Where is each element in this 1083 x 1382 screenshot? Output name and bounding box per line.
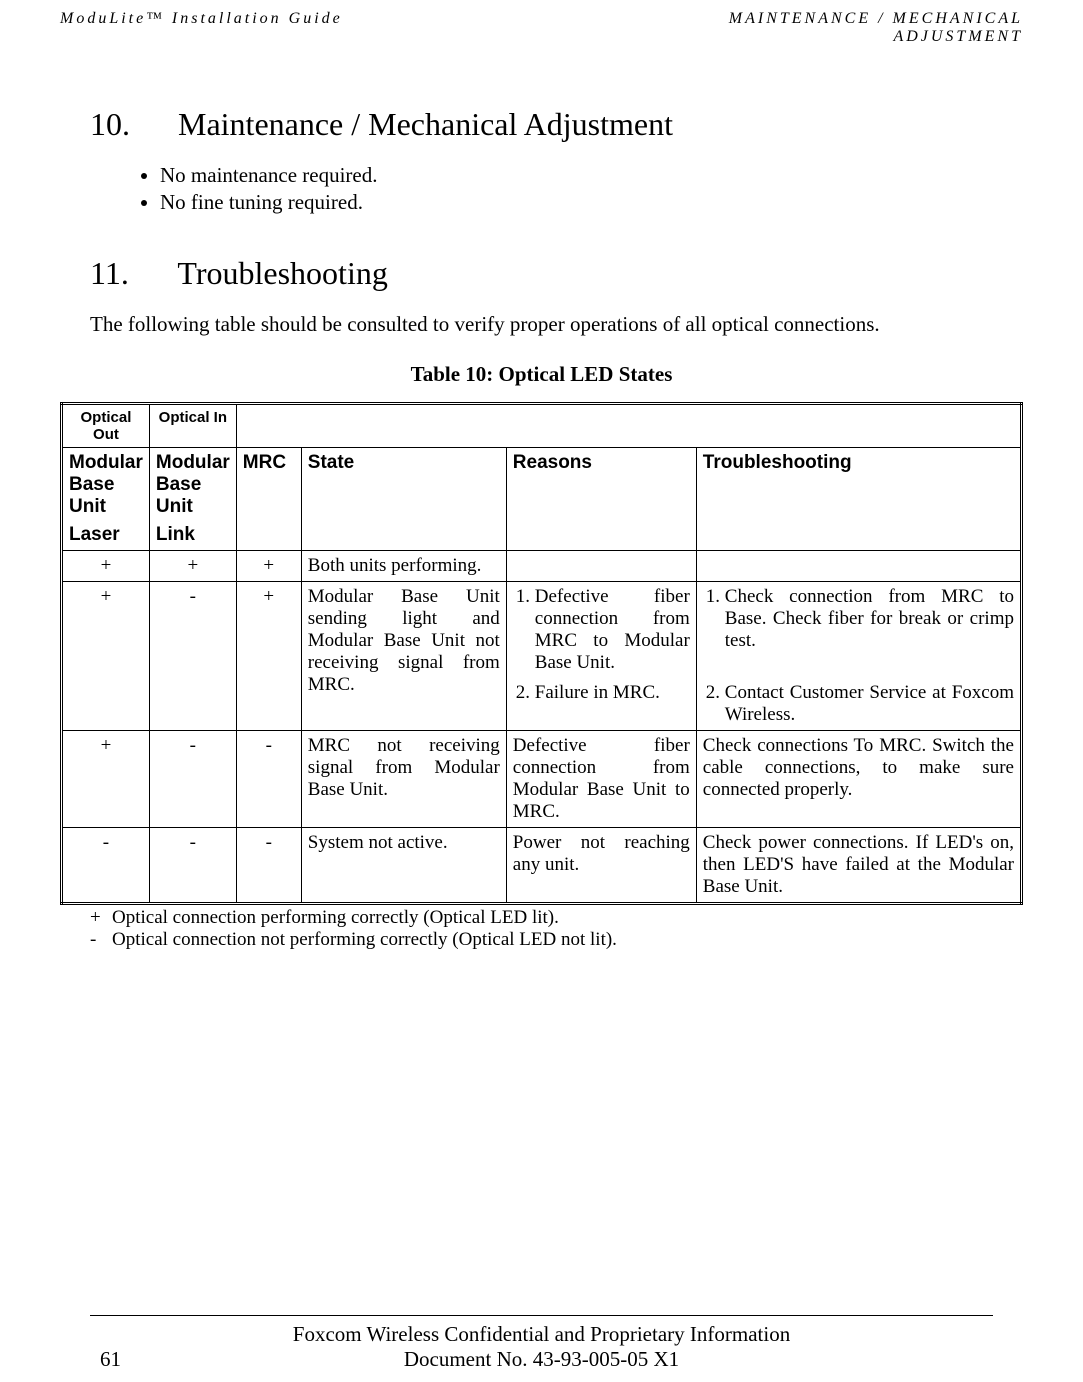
cell-mrc: + bbox=[236, 582, 301, 731]
table-sub-header-row: Modular Base Unit Laser Modular Base Uni… bbox=[62, 448, 1022, 551]
header-right-line1: MAINTENANCE / MECHANICAL bbox=[729, 10, 1023, 28]
trouble-list: Check connection from MRC to Base. Check… bbox=[703, 586, 1014, 726]
th-spacer bbox=[236, 404, 1021, 448]
table-row: + - - MRC not receiving signal from Modu… bbox=[62, 731, 1022, 828]
table-row: - - - System not active. Power not reach… bbox=[62, 828, 1022, 904]
legend-minus: - Optical connection not performing corr… bbox=[90, 929, 1023, 951]
cell-state: System not active. bbox=[301, 828, 506, 904]
cell-reasons: Power not reaching any unit. bbox=[506, 828, 696, 904]
list-item: Defective fiber connection from MRC to M… bbox=[535, 586, 690, 674]
optical-led-table: Optical Out Optical In Modular Base Unit… bbox=[60, 402, 1023, 905]
th-optical-out: Optical Out bbox=[62, 404, 150, 448]
table-legend: + Optical connection performing correctl… bbox=[90, 907, 1023, 951]
footer-line1: Foxcom Wireless Confidential and Proprie… bbox=[60, 1322, 1023, 1347]
footer-row2: 61 Document No. 43-93-005-05 X1 bbox=[60, 1347, 1023, 1372]
legend-minus-sym: - bbox=[90, 929, 112, 951]
cell-mrc: - bbox=[236, 828, 301, 904]
section-11-heading: 11. Troubleshooting bbox=[90, 255, 993, 292]
cell-out: + bbox=[62, 582, 150, 731]
th-troubleshooting: Troubleshooting bbox=[696, 448, 1021, 551]
table-row: + + + Both units performing. bbox=[62, 551, 1022, 582]
cell-mrc: + bbox=[236, 551, 301, 582]
header-right: MAINTENANCE / MECHANICAL ADJUSTMENT bbox=[729, 10, 1023, 46]
legend-plus-sym: + bbox=[90, 907, 112, 929]
section-11-title: Troubleshooting bbox=[177, 255, 387, 291]
table-top-header-row: Optical Out Optical In bbox=[62, 404, 1022, 448]
cell-in: - bbox=[149, 828, 236, 904]
legend-plus-text: Optical connection performing correctly … bbox=[112, 907, 559, 929]
header-left: ModuLite™ Installation Guide bbox=[60, 10, 343, 46]
section-11-intro: The following table should be consulted … bbox=[90, 312, 993, 337]
cell-state: Modular Base Unit sending light and Modu… bbox=[301, 582, 506, 731]
cell-in: - bbox=[149, 731, 236, 828]
th-link-label: Link bbox=[156, 524, 230, 546]
section-10-heading: 10. Maintenance / Mechanical Adjustment bbox=[90, 106, 993, 143]
bullet-item: No maintenance required. bbox=[160, 163, 993, 188]
th-state: State bbox=[301, 448, 506, 551]
footer-rule bbox=[90, 1315, 993, 1316]
th-optical-in: Optical In bbox=[149, 404, 236, 448]
section-10-bullets: No maintenance required. No fine tuning … bbox=[130, 163, 993, 215]
reasons-list: Defective fiber connection from MRC to M… bbox=[513, 586, 690, 704]
bullet-item: No fine tuning required. bbox=[160, 190, 993, 215]
list-item: Failure in MRC. bbox=[535, 682, 690, 704]
header-right-line2: ADJUSTMENT bbox=[729, 28, 1023, 46]
cell-out: + bbox=[62, 551, 150, 582]
cell-trouble bbox=[696, 551, 1021, 582]
cell-state: Both units performing. bbox=[301, 551, 506, 582]
page-number: 61 bbox=[100, 1347, 121, 1372]
cell-in: + bbox=[149, 551, 236, 582]
cell-state: MRC not receiving signal from Modular Ba… bbox=[301, 731, 506, 828]
cell-reasons bbox=[506, 551, 696, 582]
section-10-title: Maintenance / Mechanical Adjustment bbox=[178, 106, 673, 142]
th-mrc: MRC bbox=[236, 448, 301, 551]
cell-trouble: Check power connections. If LED's on, th… bbox=[696, 828, 1021, 904]
running-header: ModuLite™ Installation Guide MAINTENANCE… bbox=[60, 10, 1023, 46]
cell-trouble: Check connection from MRC to Base. Check… bbox=[696, 582, 1021, 731]
list-item: Check connection from MRC to Base. Check… bbox=[725, 586, 1014, 652]
cell-reasons: Defective fiber connection from MRC to M… bbox=[506, 582, 696, 731]
table-caption: Table 10: Optical LED States bbox=[90, 362, 993, 387]
section-10-number: 10. bbox=[90, 106, 170, 143]
legend-plus: + Optical connection performing correctl… bbox=[90, 907, 1023, 929]
th-reasons: Reasons bbox=[506, 448, 696, 551]
table-row: + - + Modular Base Unit sending light an… bbox=[62, 582, 1022, 731]
cell-out: - bbox=[62, 828, 150, 904]
cell-in: - bbox=[149, 582, 236, 731]
page: ModuLite™ Installation Guide MAINTENANCE… bbox=[0, 0, 1083, 1382]
footer-docnum: Document No. 43-93-005-05 X1 bbox=[404, 1347, 679, 1371]
page-footer: Foxcom Wireless Confidential and Proprie… bbox=[60, 1315, 1023, 1372]
th-link: Modular Base Unit Link bbox=[149, 448, 236, 551]
th-mbu-2: Modular Base Unit bbox=[156, 452, 230, 518]
cell-reasons: Defective fiber connection from Modular … bbox=[506, 731, 696, 828]
section-11-number: 11. bbox=[90, 255, 170, 292]
th-laser: Modular Base Unit Laser bbox=[62, 448, 150, 551]
th-laser-label: Laser bbox=[69, 524, 143, 546]
list-item: Contact Customer Service at Foxcom Wirel… bbox=[725, 682, 1014, 726]
legend-minus-text: Optical connection not performing correc… bbox=[112, 929, 617, 951]
th-mbu-1: Modular Base Unit bbox=[69, 452, 143, 518]
cell-out: + bbox=[62, 731, 150, 828]
cell-mrc: - bbox=[236, 731, 301, 828]
content-area: 10. Maintenance / Mechanical Adjustment … bbox=[60, 106, 1023, 387]
cell-trouble: Check connections To MRC. Switch the cab… bbox=[696, 731, 1021, 828]
